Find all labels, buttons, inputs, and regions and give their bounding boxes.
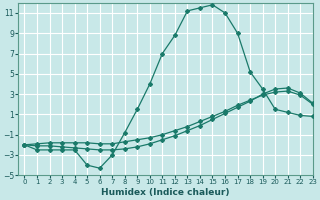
X-axis label: Humidex (Indice chaleur): Humidex (Indice chaleur): [101, 188, 230, 197]
